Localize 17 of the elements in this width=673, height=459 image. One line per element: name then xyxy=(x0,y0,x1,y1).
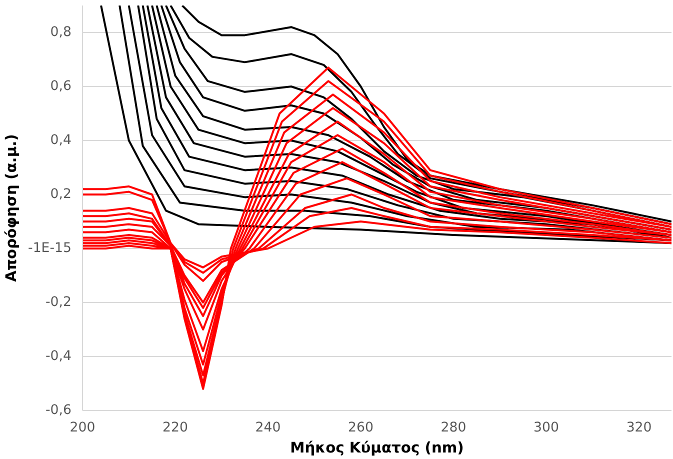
x-tick-label: 220 xyxy=(162,420,188,436)
x-tick-label: 260 xyxy=(348,420,374,436)
x-tick-label: 280 xyxy=(440,420,466,436)
y-tick-label: -1E-15 xyxy=(28,241,72,256)
x-axis-title: Μήκος Κύματος (nm) xyxy=(290,440,464,456)
x-tick-label: 320 xyxy=(626,420,652,436)
y-tick-label: 0,4 xyxy=(50,133,72,148)
y-axis-title: Απορόφηση (α.μ.) xyxy=(3,134,20,282)
x-tick-label: 200 xyxy=(70,420,96,436)
y-tick-label: 0,2 xyxy=(50,187,72,202)
y-tick-label: 0,8 xyxy=(50,25,72,40)
y-tick-label: -0,2 xyxy=(45,295,72,310)
y-tick-label: -0,4 xyxy=(45,349,72,364)
x-tick-label: 300 xyxy=(534,420,560,436)
y-tick-label: -0,6 xyxy=(45,403,72,418)
y-tick-label: 0,6 xyxy=(50,79,72,94)
x-tick-label: 240 xyxy=(255,420,281,436)
